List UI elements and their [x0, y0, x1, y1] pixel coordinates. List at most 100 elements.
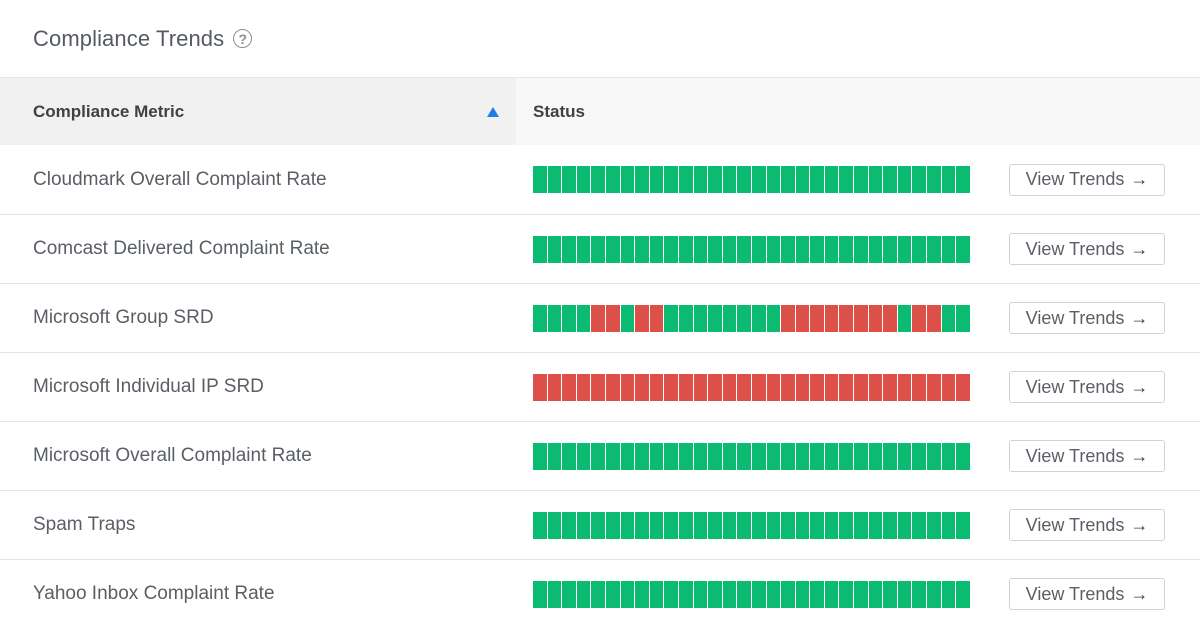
status-segment-compliant [751, 442, 766, 470]
status-history-bar [533, 442, 975, 470]
status-segment-noncompliant [635, 373, 649, 401]
column-header-status: Status [516, 78, 1200, 145]
status-segment-compliant [810, 580, 824, 608]
status-history-bar [533, 304, 975, 332]
status-segment-compliant [605, 166, 620, 193]
status-segment-compliant [737, 580, 751, 608]
table-row: Spam Traps View Trends → [0, 490, 1200, 559]
table-row: Cloudmark Overall Complaint Rate View Tre… [0, 145, 1200, 214]
status-segment-compliant [649, 511, 664, 539]
status-segment-compliant [678, 304, 693, 332]
status-segment-compliant [576, 442, 591, 470]
status-segment-noncompliant [868, 304, 883, 332]
question-circle-icon[interactable]: ? [233, 29, 253, 48]
status-segment-compliant [912, 235, 927, 263]
status-segment-compliant [766, 511, 781, 539]
status-segment-compliant [839, 442, 854, 470]
status-segment-compliant [664, 442, 678, 470]
status-segment-compliant [591, 511, 605, 539]
arrow-right-icon: → [1130, 583, 1149, 604]
status-segment-compliant [941, 166, 956, 193]
status-segment-compliant [547, 442, 562, 470]
status-segment-compliant [547, 235, 562, 263]
status-segment-compliant [576, 166, 591, 193]
view-trends-button[interactable]: View Trends → [1009, 440, 1165, 472]
status-segment-compliant [883, 580, 897, 608]
status-segment-noncompliant [635, 304, 649, 332]
view-trends-button[interactable]: View Trends → [1009, 302, 1165, 334]
status-segment-compliant [708, 580, 722, 608]
status-segment-compliant [533, 166, 547, 193]
arrow-right-icon: → [1130, 376, 1149, 397]
view-trends-button[interactable]: View Trends → [1009, 163, 1165, 196]
status-segment-compliant [576, 511, 591, 539]
view-trends-button[interactable]: View Trends → [1009, 233, 1165, 265]
status-segment-compliant [605, 580, 620, 608]
status-segment-compliant [737, 166, 751, 193]
status-segment-noncompliant [795, 373, 810, 401]
status-segment-noncompliant [781, 304, 795, 332]
status-segment-noncompliant [883, 304, 897, 332]
view-trends-label: View Trends [1025, 583, 1125, 604]
status-segment-compliant [854, 166, 868, 193]
arrow-right-icon: → [1130, 514, 1149, 535]
status-segment-compliant [533, 580, 547, 608]
status-segment-compliant [941, 511, 956, 539]
status-segment-compliant [678, 235, 693, 263]
status-segment-compliant [591, 442, 605, 470]
status-segment-compliant [605, 511, 620, 539]
status-segment-compliant [693, 235, 708, 263]
view-trends-label: View Trends [1025, 514, 1125, 535]
arrow-right-icon: → [1130, 445, 1149, 466]
status-history-bar [533, 580, 975, 608]
status-segment-noncompliant [912, 304, 927, 332]
status-segment-noncompliant [605, 373, 620, 401]
status-segment-compliant [708, 235, 722, 263]
status-segment-compliant [766, 442, 781, 470]
status-segment-noncompliant [591, 304, 605, 332]
status-segment-compliant [678, 166, 693, 193]
table-row: Microsoft Individual IP SRD View Trends → [0, 352, 1200, 421]
status-segment-noncompliant [810, 373, 824, 401]
view-trends-label: View Trends [1025, 238, 1125, 259]
status-segment-compliant [854, 442, 868, 470]
status-segment-noncompliant [781, 373, 795, 401]
status-segment-noncompliant [795, 304, 810, 332]
status-segment-compliant [722, 511, 737, 539]
status-segment-compliant [810, 511, 824, 539]
status-segment-compliant [547, 580, 562, 608]
status-segment-compliant [533, 442, 547, 470]
column-header-metric[interactable]: Compliance Metric [0, 78, 516, 145]
status-segment-compliant [956, 442, 970, 470]
view-trends-button[interactable]: View Trends → [1009, 578, 1165, 610]
status-segment-compliant [562, 580, 576, 608]
status-segment-noncompliant [562, 373, 576, 401]
status-segment-compliant [868, 235, 883, 263]
status-segment-compliant [795, 235, 810, 263]
status-segment-noncompliant [620, 373, 635, 401]
table-row: Microsoft Group SRD View Trends → [0, 283, 1200, 352]
view-trends-button[interactable]: View Trends → [1009, 509, 1165, 541]
status-segment-noncompliant [722, 373, 737, 401]
status-segment-compliant [897, 235, 912, 263]
status-segment-compliant [649, 580, 664, 608]
status-segment-compliant [839, 580, 854, 608]
status-segment-noncompliant [941, 373, 956, 401]
arrow-right-icon: → [1130, 307, 1149, 328]
sort-up-icon[interactable] [487, 106, 499, 117]
status-segment-noncompliant [678, 373, 693, 401]
view-trends-button[interactable]: View Trends → [1009, 371, 1165, 403]
table-row: Comcast Delivered Complaint Rate View Tre… [0, 214, 1200, 283]
status-segment-compliant [533, 511, 547, 539]
status-segment-compliant [635, 235, 649, 263]
status-segment-noncompliant [854, 373, 868, 401]
status-segment-compliant [927, 511, 941, 539]
status-segment-noncompliant [824, 373, 839, 401]
status-segment-compliant [722, 235, 737, 263]
table-row: Microsoft Overall Complaint Rate View Tre… [0, 421, 1200, 490]
status-segment-compliant [737, 304, 751, 332]
status-segment-compliant [781, 442, 795, 470]
metric-name: Yahoo Inbox Complaint Rate [33, 583, 275, 604]
table-body: Cloudmark Overall Complaint Rate View Tre… [0, 145, 1200, 628]
status-segment-compliant [956, 304, 970, 332]
